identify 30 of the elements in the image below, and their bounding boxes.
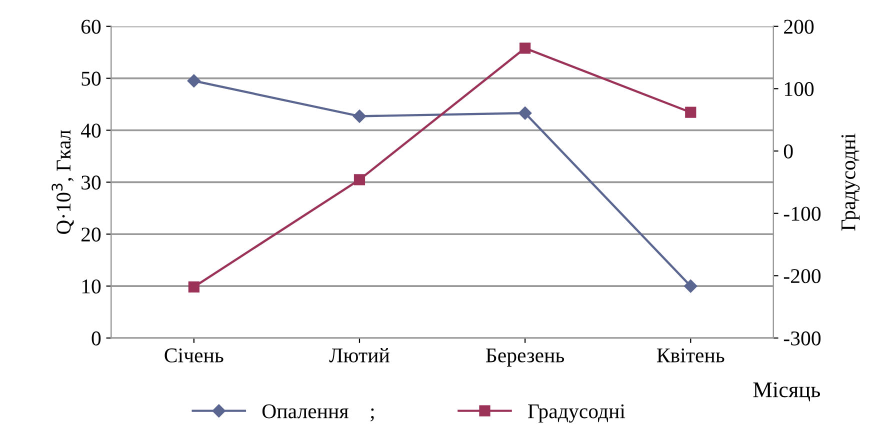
point bbox=[684, 279, 698, 293]
point bbox=[685, 106, 696, 118]
point bbox=[518, 106, 532, 120]
y2-tick-label: 100 bbox=[784, 82, 814, 96]
point bbox=[188, 281, 200, 292]
x-tick-label: Квітень bbox=[656, 348, 724, 362]
x-tick-label: Березень bbox=[486, 348, 564, 367]
y2-tick-label: 0 bbox=[784, 144, 793, 158]
x-tick-label: Лютий bbox=[329, 348, 390, 362]
point bbox=[520, 42, 531, 54]
y2-tick-label: -100 bbox=[784, 206, 821, 221]
y-tick-label: 0 bbox=[92, 331, 101, 346]
y2-axis-title: Градусодні bbox=[841, 134, 860, 231]
y-tick-label: 30 bbox=[82, 176, 101, 190]
y-tick-label: 50 bbox=[82, 72, 101, 86]
point bbox=[354, 174, 366, 186]
y2-tick-label: 200 bbox=[784, 20, 814, 34]
y-tick-label: 40 bbox=[80, 124, 101, 138]
point bbox=[352, 110, 366, 123]
legend-label: Градусодні bbox=[528, 404, 626, 423]
y2-tick-label: -200 bbox=[784, 269, 821, 284]
y-tick-label: 20 bbox=[81, 228, 101, 242]
y-axis-title: Q·10$^{3}$, Гкал bbox=[52, 130, 74, 234]
point bbox=[187, 74, 200, 88]
y2-tick-label: -300 bbox=[784, 331, 821, 346]
y-tick-label: 60 bbox=[81, 20, 101, 34]
y-tick-label: 10 bbox=[82, 279, 101, 294]
x-tick-label: Січень bbox=[164, 348, 224, 362]
legend-label: Опалення ; bbox=[262, 404, 374, 422]
x-axis-title: Місяць bbox=[753, 382, 820, 402]
